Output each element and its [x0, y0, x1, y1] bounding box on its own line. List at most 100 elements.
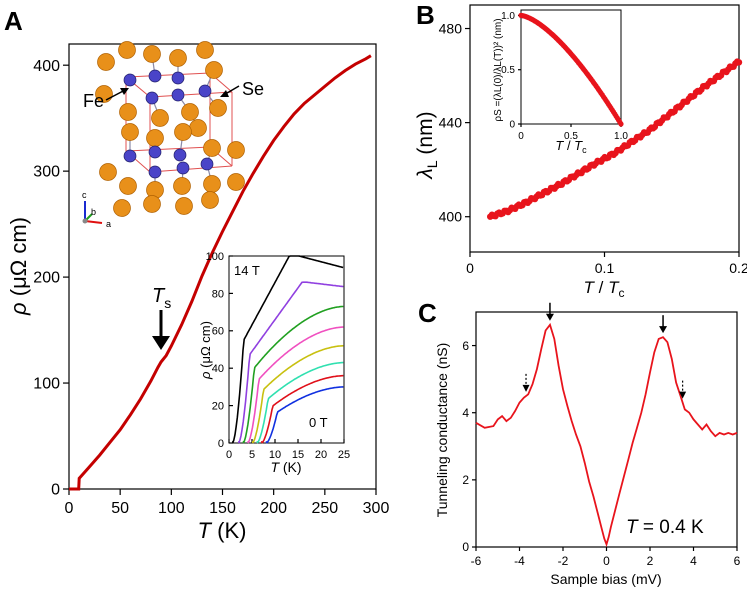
gap-arrowhead-solid	[659, 326, 668, 334]
se-atom	[209, 99, 227, 117]
panel-c-y-label: Tunneling conductance (nS)	[434, 343, 450, 518]
gap-arrowhead-solid	[545, 313, 554, 321]
panel-b-inset-x-label: T / Tc	[555, 138, 587, 155]
fe-atom	[173, 148, 187, 162]
axis-c-label: c	[82, 190, 87, 200]
panel-a-ts-label: Ts	[152, 285, 171, 311]
panel-c-plot: -6 -4 -2 0 2 4 6 0 2 4 6 T = 0.4 K Sample bias (m…	[434, 302, 741, 587]
panel-c-x-tick-label: 0	[603, 554, 610, 568]
gap-arrowhead-dotted	[522, 384, 530, 392]
se-atom	[143, 195, 161, 213]
inset-x-tick-label: 10	[269, 449, 281, 461]
atoms	[95, 41, 245, 217]
panel-b-inset-x-tick-label: 0.5	[564, 131, 578, 142]
se-atom	[175, 197, 193, 215]
se-atom	[121, 123, 139, 141]
panel-c-y-ticks: 0 2 4 6	[462, 339, 476, 554]
inset-x-tick-label: 20	[315, 449, 327, 461]
panel-a-y-ticks: 0 100 200 300 400	[33, 58, 69, 499]
se-atom	[143, 45, 161, 63]
panel-c-frame	[475, 311, 738, 548]
axis-triad: c b a	[82, 190, 111, 229]
panel-b-y-tick-label: 480	[439, 20, 463, 36]
panel-c-y-tick-label: 0	[462, 540, 469, 554]
inset-x-tick-label: 25	[338, 449, 350, 461]
inset-curve-1T	[261, 374, 344, 444]
panel-a-x-ticks: 0 50 100 150 200 250 300	[65, 489, 390, 517]
fe-pointer-arrowhead	[120, 88, 129, 95]
se-atom	[119, 103, 137, 121]
panel-c-temperature-label: T = 0.4 K	[626, 517, 704, 538]
inset-curve-5T	[251, 344, 344, 444]
se-label: Se	[242, 79, 264, 99]
panel-c-x-tick-label: 2	[647, 554, 654, 568]
se-atom	[196, 41, 214, 59]
se-atom	[174, 123, 192, 141]
panel-a-y-tick-label: 100	[33, 376, 60, 393]
panel-c-x-tick-label: 4	[690, 554, 697, 568]
panel-c-x-tick-label: 6	[734, 554, 741, 568]
se-atom	[151, 109, 169, 127]
se-atom	[227, 173, 245, 191]
panel-b-inset-x-tick-label: 0	[518, 131, 524, 142]
se-atom	[146, 129, 164, 147]
panel-b-y-tick-label: 400	[439, 209, 463, 225]
inset-y-tick-label: 100	[206, 251, 224, 263]
se-atom	[173, 177, 191, 195]
se-atom	[227, 141, 245, 159]
panel-c-x-tick-label: -4	[514, 554, 525, 568]
inset-x-tick-label: 5	[249, 449, 255, 461]
panel-b-x-tick-label: 0	[466, 260, 474, 276]
panel-c-conductance-curve	[475, 322, 738, 548]
panel-b-inset-y-label: ρS =(λL(0)/λL(T))² (nm)	[493, 18, 504, 121]
panel-c-y-tick-label: 4	[462, 406, 469, 420]
axis-b-label: b	[91, 207, 96, 217]
panel-label-c: C	[418, 298, 437, 328]
inset-x-tick-label: 0	[226, 449, 232, 461]
panel-label-a: A	[4, 6, 23, 36]
panel-a-x-tick-label: 0	[65, 500, 74, 517]
panel-b-inset-y-tick-label: 0.5	[501, 65, 515, 76]
panel-a-inset: 0 5 10 15 20 25 0 20 40 60 80 100 14 T 0 T T (K) ρ…	[198, 251, 350, 475]
inset-x-ticks: 0 5 10 15 20 25	[226, 439, 350, 461]
se-pointer-arrowhead	[220, 90, 229, 97]
inset-y-tick-label: 80	[212, 288, 224, 300]
panel-a-x-tick-label: 300	[363, 500, 390, 517]
gap-arrowhead-dotted	[679, 391, 687, 399]
lambda-point	[735, 59, 743, 66]
panel-b-x-tick-label: 0.1	[595, 260, 615, 276]
se-atom	[205, 61, 223, 79]
inset-y-tick-label: 20	[212, 400, 224, 412]
panel-a-resistivity-curve	[69, 54, 372, 491]
inset-curve-0T	[265, 386, 344, 444]
inset-y-tick-label: 0	[218, 438, 224, 450]
se-atom	[113, 199, 131, 217]
panel-b-inset-background	[521, 10, 621, 124]
panel-label-b: B	[416, 0, 435, 30]
inset-curve-3T	[256, 361, 344, 444]
fe-atom	[148, 145, 162, 159]
panel-b-penetration-depth-points	[487, 58, 743, 220]
panel-a-x-tick-label: 200	[260, 500, 287, 517]
inset-curve-7T	[247, 326, 344, 444]
axis-a-label: a	[106, 219, 111, 229]
panel-b-x-ticks: 0 0.1 0.2	[466, 252, 747, 276]
se-atom	[97, 53, 115, 71]
se-atom	[99, 163, 117, 181]
se-atom	[169, 49, 187, 67]
panel-a-y-tick-label: 0	[51, 482, 60, 499]
panel-b-inset: 0 0.5 1.0 0 0.5 1.0 T / Tc ρS =(λL(0)/λL(T))…	[493, 9, 628, 155]
inset-y-label: ρ (μΩ cm)	[198, 321, 213, 380]
rho-s-point	[618, 121, 624, 127]
fese-crystal-structure: Fe Se c b a	[82, 41, 264, 229]
fe-atom	[148, 165, 162, 179]
panel-a-y-tick-label: 300	[33, 164, 60, 181]
cell-edge	[125, 146, 211, 152]
fe-atom	[145, 91, 159, 105]
panel-b-y-label: λL (nm)	[414, 111, 440, 179]
inset-y-tick-label: 40	[212, 363, 224, 375]
panel-a-x-tick-label: 50	[111, 500, 129, 517]
inset-curve-14T	[231, 255, 344, 444]
